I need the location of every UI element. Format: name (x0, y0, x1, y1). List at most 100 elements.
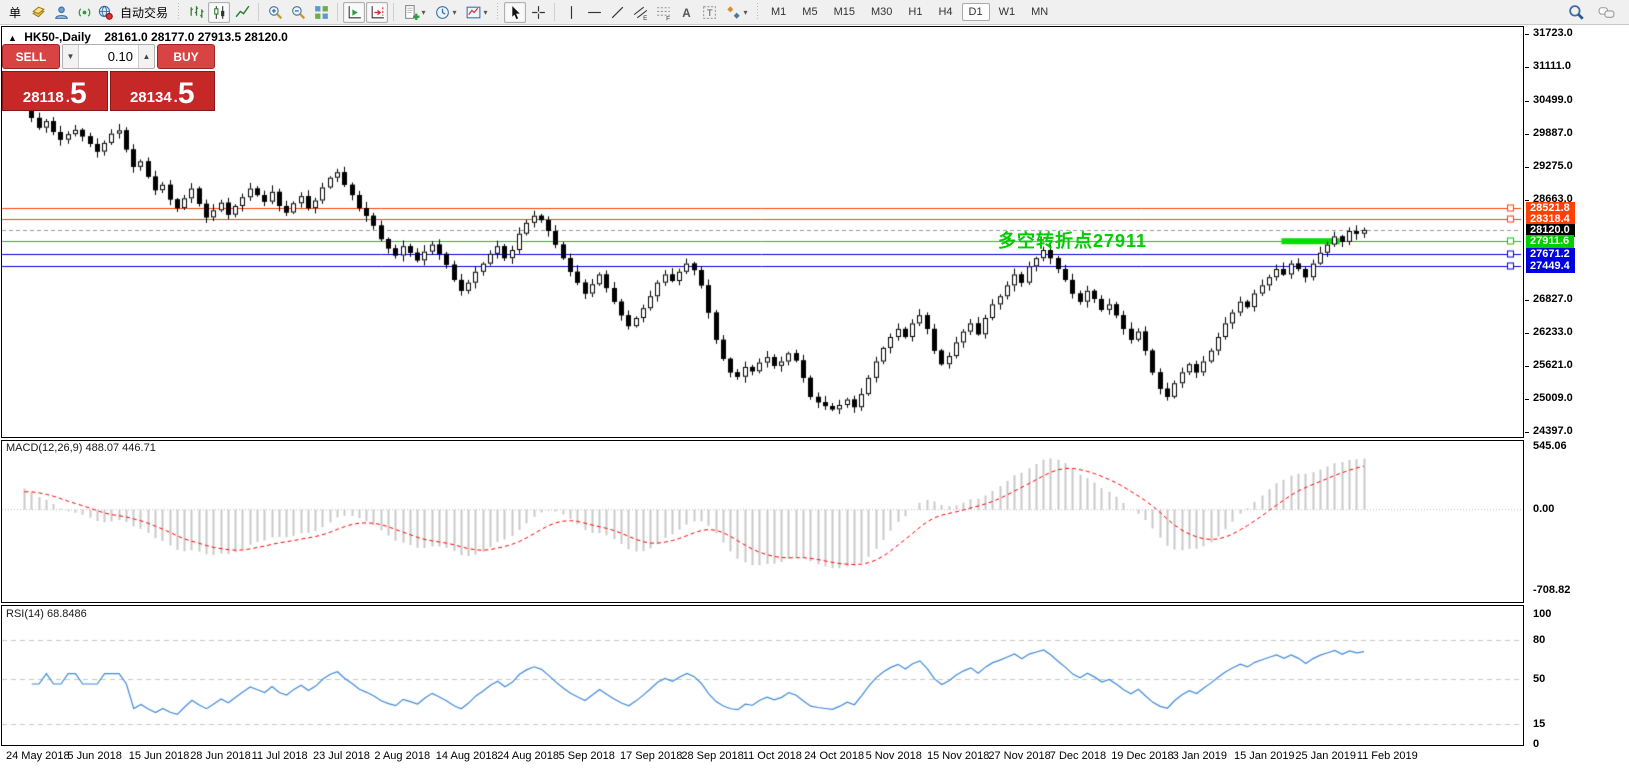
price-level-label: 27671.2 (1526, 247, 1575, 261)
chevron-down-icon: ▾ (743, 7, 748, 17)
line-chart-icon[interactable] (231, 2, 253, 23)
axis-tick-mark (1525, 300, 1529, 301)
timeframe-button-D1[interactable]: D1 (961, 3, 990, 21)
price-tick-label: 31723.0 (1533, 27, 1573, 39)
timeframe-button-H4[interactable]: H4 (938, 6, 953, 18)
volume-input[interactable] (79, 45, 138, 68)
buy-price-dot: . (173, 89, 178, 106)
rsi-indicator-label: RSI(14) 68.8486 (6, 608, 87, 620)
horizontal-line-icon[interactable] (583, 2, 605, 23)
date-label: 11 Oct 2018 (742, 750, 802, 762)
timeframe-button-M30[interactable]: M30 (870, 6, 893, 18)
svg-text:T: T (706, 8, 712, 19)
zoom-in-icon[interactable] (264, 2, 286, 23)
templates-button[interactable]: ▾ (461, 2, 491, 23)
price-tick-label: 30499.0 (1533, 94, 1573, 106)
trendline-icon[interactable] (606, 2, 628, 23)
volume-spinner: ▼ ▲ (62, 44, 155, 69)
macd-axis-label: -708.82 (1533, 584, 1571, 596)
rsi-axis-label: 50 (1533, 673, 1546, 685)
sell-price-display[interactable]: 28118 . 5 (2, 71, 108, 111)
date-label: 25 Jan 2019 (1295, 750, 1356, 762)
buy-button[interactable]: BUY (157, 44, 215, 69)
svg-text:F: F (666, 15, 670, 21)
equidistant-channel-icon[interactable]: E (629, 2, 651, 23)
date-label: 5 Sep 2018 (558, 750, 615, 762)
rsi-axis-label: 15 (1533, 718, 1546, 730)
date-label: 28 Sep 2018 (681, 750, 744, 762)
price-axis[interactable]: 31723.0 31111.0 30499.0 29887.0 29275.0 28663… (1525, 26, 1629, 750)
ohlc-toggle-icon[interactable]: ▲ (8, 33, 17, 43)
toolbar-separator (337, 3, 339, 21)
chart-ohlc-values: 28161.0 28177.0 27913.5 28120.0 (104, 30, 288, 44)
crosshair-icon[interactable] (527, 2, 549, 23)
buy-price-display[interactable]: 28134 . 5 (109, 71, 215, 111)
text-label-icon[interactable]: T (698, 2, 720, 23)
volume-increase-button[interactable]: ▲ (138, 45, 154, 68)
price-level-label: 27449.4 (1526, 259, 1575, 273)
bar-chart-icon[interactable] (185, 2, 207, 23)
new-order-button[interactable]: 单 (4, 2, 26, 23)
toolbar-drag-handle[interactable] (176, 3, 182, 21)
arrows-button[interactable]: ▾ (721, 2, 751, 23)
axis-tick-mark (1525, 101, 1529, 102)
date-label: 7 Dec 2018 (1049, 750, 1107, 762)
date-label: 24 Oct 2018 (804, 750, 865, 762)
arrows-icon (726, 5, 740, 19)
price-tick-label: 29887.0 (1533, 127, 1573, 139)
community-icon[interactable] (50, 2, 72, 23)
timeframe-button-M1[interactable]: M1 (771, 6, 787, 18)
timeframe-button-MN[interactable]: MN (1031, 6, 1049, 18)
toolbar-right-group (1565, 2, 1625, 23)
new-chart-button[interactable]: ▾ (399, 2, 429, 23)
axis-tick-mark (1525, 200, 1529, 201)
new-order-label: 单 (8, 5, 21, 20)
svg-text:A: A (682, 6, 691, 19)
text-icon[interactable]: A (675, 2, 697, 23)
chart-shift-icon[interactable] (366, 1, 389, 23)
candlestick-chart-icon[interactable] (208, 1, 231, 23)
auto-scroll-icon[interactable] (343, 1, 366, 23)
date-label: 15 Jan 2019 (1234, 750, 1295, 762)
sell-button[interactable]: SELL (2, 44, 60, 69)
auto-trading-label: 自动交易 (120, 5, 169, 20)
rsi-axis-label: 0 (1533, 738, 1540, 750)
date-label: 11 Feb 2019 (1356, 750, 1418, 762)
chart-symbol-period: HK50-,Daily (24, 30, 91, 44)
timeframe-button-M15[interactable]: M15 (833, 6, 855, 18)
buy-price-int: 28134 (129, 89, 172, 106)
fibonacci-icon[interactable]: F (652, 2, 674, 23)
periodicity-button[interactable]: ▾ (430, 2, 460, 23)
date-axis[interactable]: 24 May 2018 5 Jun 2018 15 Jun 2018 28 Jun 2… (0, 746, 1525, 769)
price-tick-label: 25009.0 (1533, 392, 1573, 404)
macd-axis-label: 545.06 (1533, 440, 1567, 452)
timeframe-button-W1[interactable]: W1 (998, 6, 1016, 18)
auto-trading-button[interactable]: 自动交易 (96, 2, 172, 23)
toolbar-drag-handle[interactable] (495, 3, 501, 21)
date-label: 23 Jul 2018 (313, 750, 370, 762)
volume-decrease-button[interactable]: ▼ (63, 45, 79, 68)
date-label: 24 May 2018 (6, 750, 70, 762)
date-label: 2 Aug 2018 (374, 750, 431, 762)
date-label: 11 Jul 2018 (251, 750, 308, 762)
chevron-down-icon: ▾ (421, 7, 426, 17)
date-label: 24 Aug 2018 (497, 750, 559, 762)
axis-tick-mark (1525, 134, 1529, 135)
search-icon[interactable] (1565, 2, 1587, 23)
signals-icon[interactable] (73, 2, 95, 23)
timeframe-button-M5[interactable]: M5 (802, 6, 818, 18)
rsi-axis-label: 80 (1533, 634, 1546, 646)
gold-icon[interactable] (27, 2, 49, 23)
date-label: 17 Sep 2018 (620, 750, 683, 762)
price-tick-label: 25621.0 (1533, 359, 1573, 371)
vertical-line-icon[interactable] (560, 2, 582, 23)
zoom-out-icon[interactable] (287, 2, 309, 23)
rsi-axis-label: 100 (1533, 608, 1552, 620)
chat-icon[interactable] (1595, 2, 1617, 23)
cursor-icon[interactable] (504, 1, 527, 23)
toolbar-drag-handle[interactable] (755, 3, 761, 21)
tile-windows-icon[interactable] (310, 2, 332, 23)
timeframe-button-H1[interactable]: H1 (908, 6, 923, 18)
chevron-down-icon: ▾ (483, 7, 488, 17)
